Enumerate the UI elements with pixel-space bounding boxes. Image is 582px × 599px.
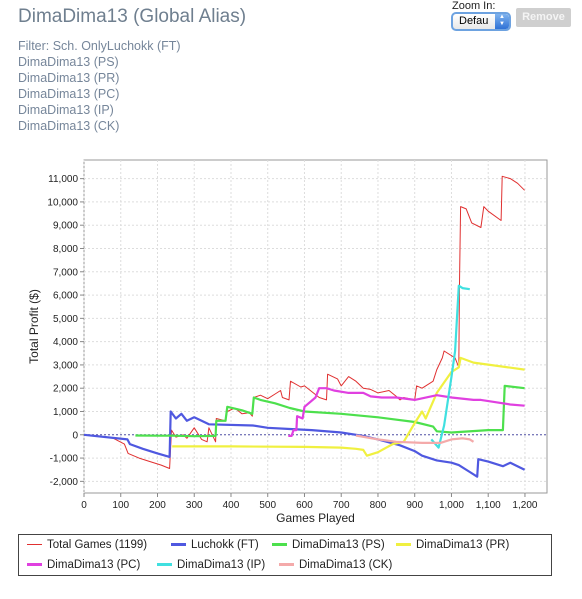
alias-line: DimaDima13 (PR) [18,71,120,85]
legend-swatch [171,543,186,547]
x-tick-label: 1,000 [439,500,464,511]
legend-item: DimaDima13 (IP) [157,559,265,571]
legend-swatch [27,544,42,546]
zoom-label: Zoom In: [452,0,496,12]
y-tick-label: 7,000 [53,267,78,278]
legend-label: DimaDima13 (PR) [416,539,510,551]
y-tick-label: -2,000 [50,477,79,488]
zoom-select[interactable]: Defau ▲ ▼ [451,12,511,31]
legend-item: DimaDima13 (PC) [27,559,140,571]
legend-item: DimaDima13 (PS) [272,539,385,551]
y-tick-label: 6,000 [53,291,78,302]
legend-swatch [272,543,287,547]
x-tick-label: 600 [296,500,313,511]
y-tick-label: 9,000 [53,221,78,232]
legend-label: DimaDima13 (PC) [47,559,141,571]
legend-label: Total Games (1199) [47,539,148,551]
y-tick-label: 11,000 [48,174,78,185]
filter-line: Filter: Sch. OnlyLuchokk (FT) [18,39,181,53]
x-tick-label: 400 [223,500,240,511]
series-line [83,410,526,478]
alias-line: DimaDima13 (IP) [18,103,114,117]
legend-item: DimaDima13 (PR) [396,539,509,551]
y-axis-title: Total Profit ($) [27,289,41,364]
legend-label: DimaDima13 (PS) [292,539,385,551]
legend-item: Total Games (1199) [27,539,147,551]
y-tick-label: 3,000 [53,360,78,371]
legend-item: Luchokk (FT) [171,539,259,551]
x-tick-label: 800 [370,500,387,511]
x-tick-label: 1,100 [476,500,501,511]
legend-label: DimaDima13 (IP) [177,559,266,571]
alias-line: DimaDima13 (CK) [18,119,120,133]
remove-button[interactable]: Remove [516,8,571,27]
y-tick-label: 0 [72,430,78,441]
legend-label: DimaDima13 (CK) [299,559,393,571]
x-tick-label: 0 [81,500,87,511]
series-line [288,387,525,437]
x-tick-label: 700 [333,500,350,511]
chart-legend: Total Games (1199) Luchokk (FT) DimaDima13… [18,534,552,576]
y-tick-label: 10,000 [47,197,78,208]
x-tick-label: 200 [149,500,166,511]
x-tick-label: 300 [186,500,203,511]
y-tick-label: 5,000 [53,314,78,325]
plot-area [83,159,548,494]
legend-swatch [27,563,42,567]
legend-item: DimaDima13 (CK) [279,559,392,571]
y-tick-label: 4,000 [53,337,78,348]
x-tick-label: 500 [259,500,276,511]
zoom-select-value: Defau [459,15,489,27]
legend-label: Luchokk (FT) [191,539,259,551]
x-tick-label: 1,200 [512,500,537,511]
legend-swatch [279,563,294,567]
y-tick-label: 8,000 [53,244,78,255]
x-tick-label: 900 [406,500,423,511]
filter-list: Filter: Sch. OnlyLuchokk (FT) DimaDima13… [18,38,181,134]
series-line [135,384,525,438]
x-axis-title: Games Played [276,511,355,525]
legend-swatch [157,563,172,567]
y-tick-label: 1,000 [53,407,78,418]
y-tick-label: 2,000 [53,384,78,395]
series-line [355,434,475,444]
x-tick-label: 100 [112,500,129,511]
legend-swatch [396,543,411,547]
page-title: DimaDima13 (Global Alias) [18,6,247,27]
updown-arrows-icon: ▲ ▼ [495,14,509,29]
alias-line: DimaDima13 (PC) [18,87,120,101]
alias-line: DimaDima13 (PS) [18,55,119,69]
y-tick-label: -1,000 [50,454,79,465]
profit-chart: 0 100 200 300 400 500 600 700 800 900 1,000 1,100 1,… [27,159,548,525]
